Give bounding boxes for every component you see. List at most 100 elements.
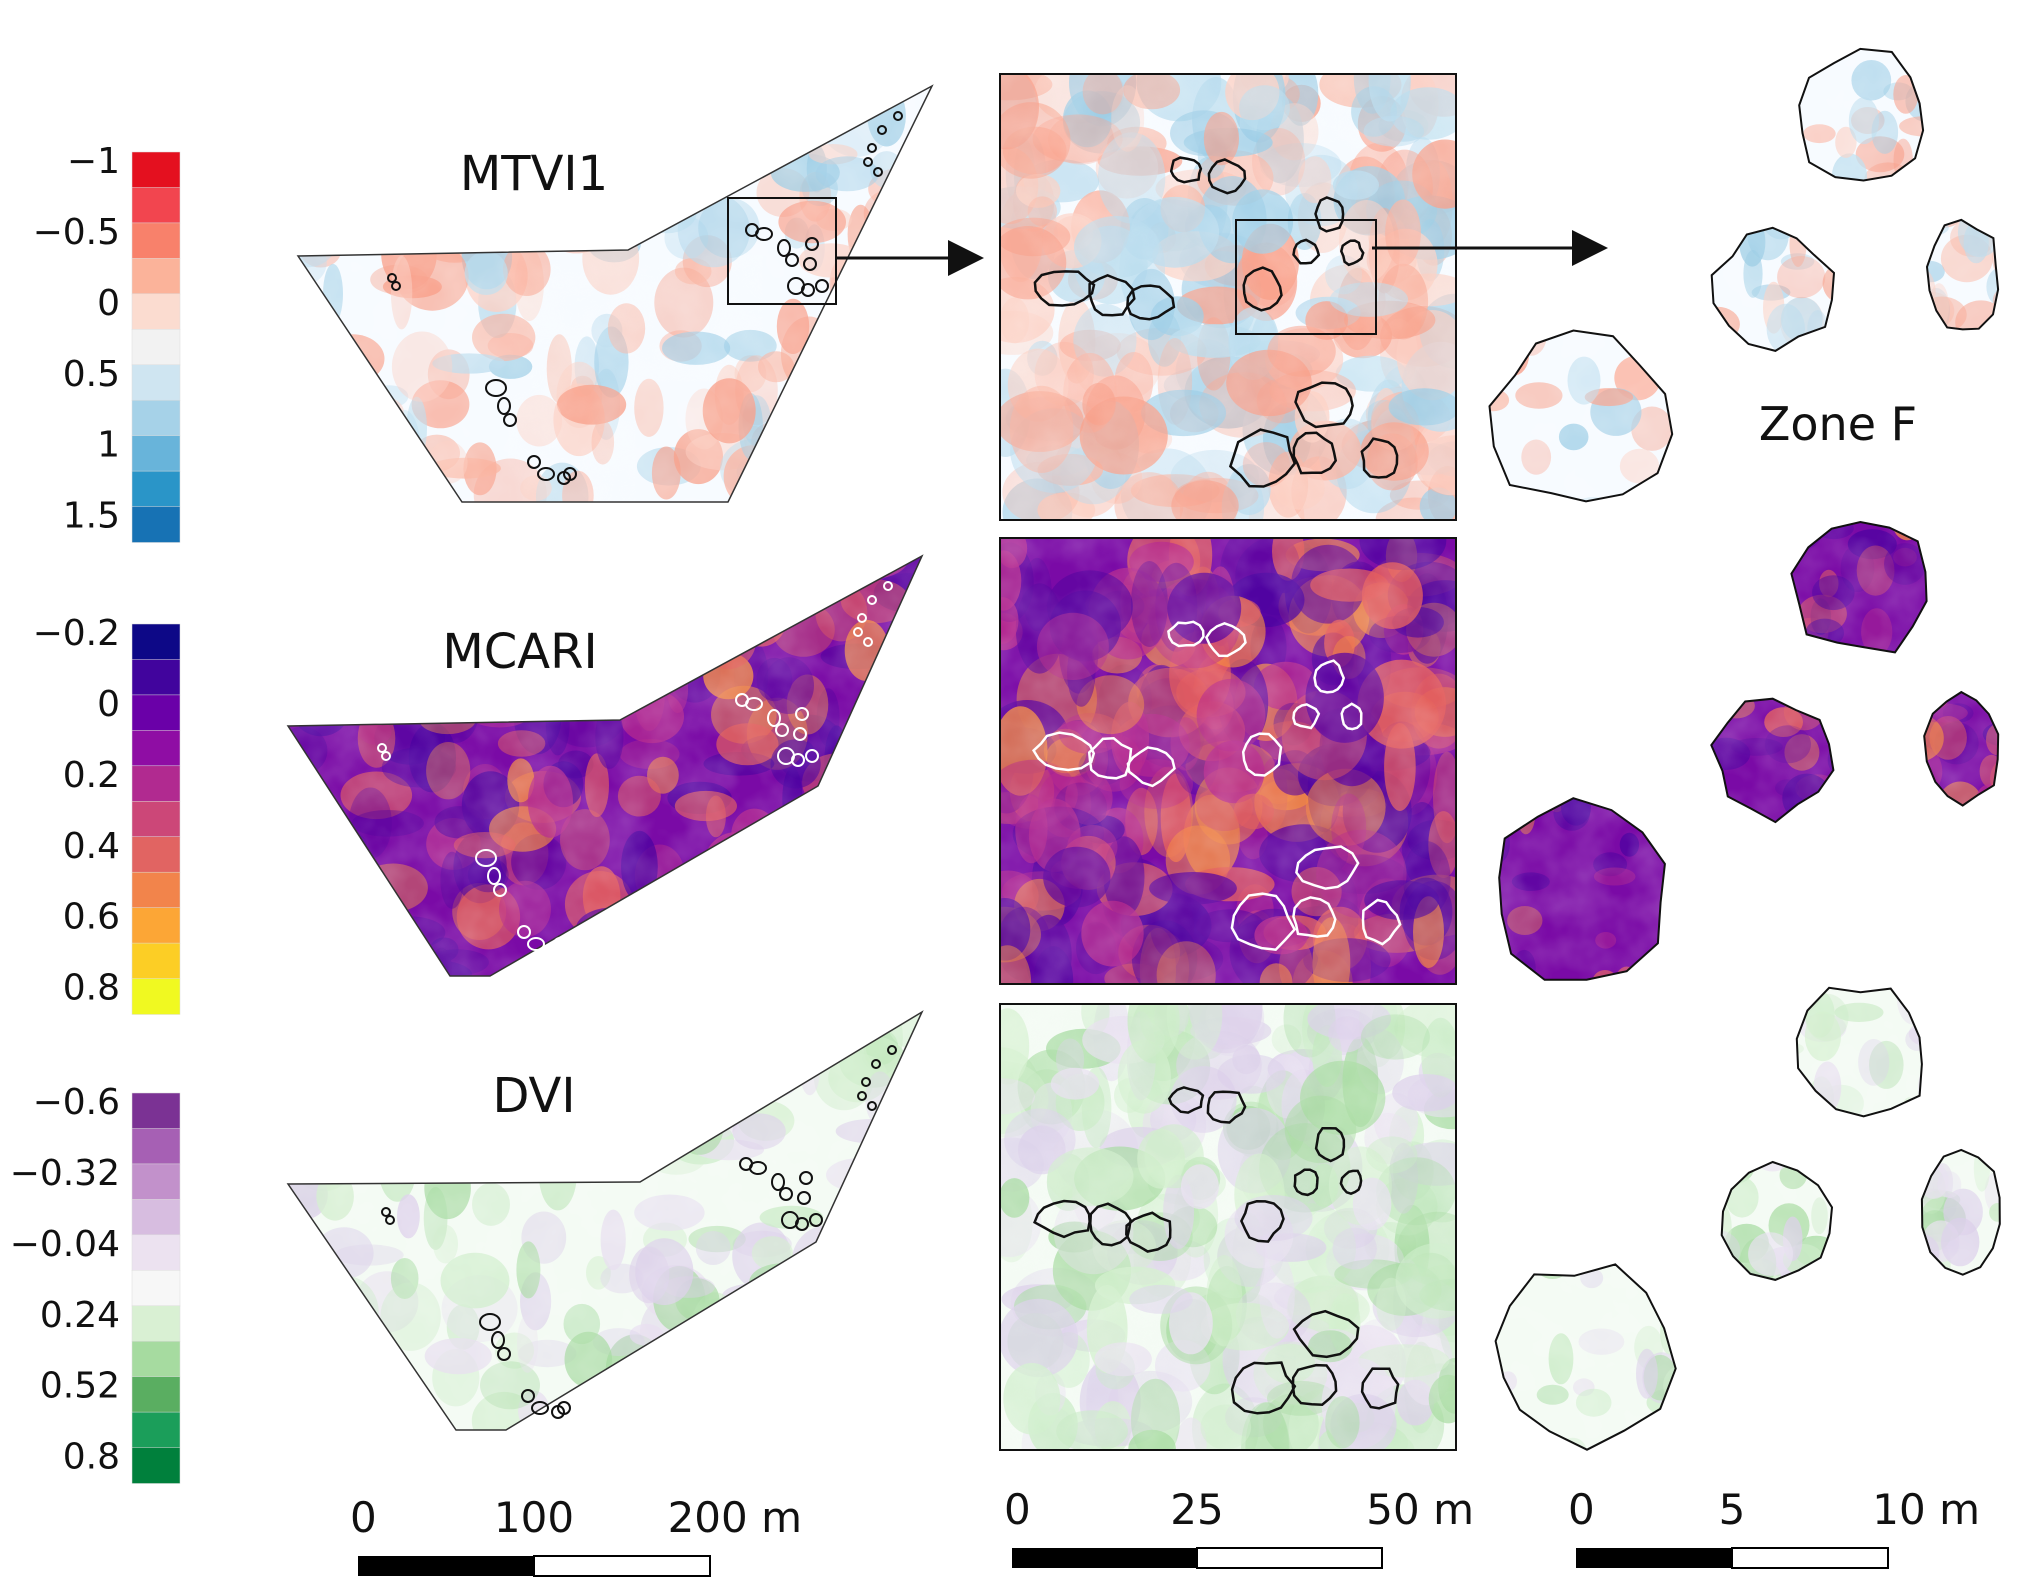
raster-patch — [1790, 482, 1840, 511]
raster-patch — [869, 416, 932, 462]
raster-field — [1000, 74, 1456, 520]
raster-patch — [373, 455, 434, 502]
raster-patch — [502, 556, 575, 590]
colorbar-swatch — [131, 836, 181, 873]
crown-blob-outline — [1798, 47, 1925, 182]
crown-outline — [797, 1191, 811, 1205]
raster-patch — [400, 556, 455, 630]
raster-patch — [781, 427, 825, 484]
scalebars: 0 100 200 m 0 25 50 m 0 5 10 m — [350, 1485, 1980, 1577]
raster-patch — [712, 917, 761, 943]
raster-patch — [1927, 246, 1929, 283]
raster-patch — [823, 881, 894, 924]
raster-patch — [662, 1391, 735, 1430]
raster-patch — [879, 1249, 922, 1291]
raster-patch — [329, 605, 353, 668]
raster-patch — [872, 776, 914, 825]
crown-outline — [1292, 1309, 1360, 1359]
raster-texture — [1499, 798, 1665, 980]
crown-outline — [793, 727, 807, 741]
zoom-map-mcari — [999, 537, 1457, 985]
raster-patch — [615, 138, 688, 170]
crown-outline — [1291, 1363, 1338, 1406]
raster-patch — [1662, 339, 1673, 391]
study-area-boundary — [286, 1010, 924, 1431]
crown-outline — [1240, 1200, 1285, 1243]
crown-outline — [1313, 659, 1346, 694]
raster-patch — [1689, 1227, 1715, 1248]
raster-patch — [289, 1094, 354, 1151]
raster-patch — [680, 103, 728, 138]
crown-outline — [1241, 732, 1283, 777]
raster-texture — [1489, 330, 1673, 502]
raster-patch — [655, 89, 687, 115]
crown-outline — [767, 709, 781, 727]
raster-patch — [717, 1019, 765, 1095]
raster-patch — [823, 1371, 860, 1430]
raster-patch — [1889, 291, 1924, 315]
raster-patch — [390, 556, 464, 568]
crown-outline — [1126, 746, 1176, 788]
crown-outline — [1339, 239, 1365, 267]
colorbar-tick-label: 0.4 — [63, 826, 120, 867]
raster-patch — [1646, 504, 1681, 541]
crown-outline — [805, 237, 819, 251]
raster-patch — [1724, 817, 1762, 823]
crown-outline — [1087, 737, 1133, 780]
raster-patch — [629, 646, 659, 698]
colorbar-swatch — [131, 187, 181, 224]
crown-outline — [1242, 266, 1283, 312]
crown-outline — [795, 1217, 809, 1231]
raster-patch — [677, 1334, 702, 1389]
crown-blob-outline — [1923, 690, 2000, 807]
crown-outline — [801, 283, 815, 297]
crown-outline — [497, 1347, 511, 1361]
crown-outline — [1167, 1086, 1205, 1114]
raster-patch — [1997, 692, 1999, 729]
raster-patch — [326, 1012, 399, 1067]
crown-outline — [873, 167, 883, 177]
raster-patch — [1796, 987, 1814, 996]
raster-patch — [866, 1317, 922, 1373]
colorbar-swatch — [131, 293, 181, 331]
colorbar-tick-label: −0.04 — [10, 1224, 120, 1265]
raster-patch — [326, 611, 379, 674]
raster-patch — [833, 1194, 905, 1229]
raster-patch — [290, 1133, 356, 1192]
raster-patch — [697, 561, 719, 607]
raster-patch — [732, 129, 780, 165]
raster-patch — [515, 1125, 580, 1169]
raster-patch — [658, 931, 724, 976]
colorbar-swatch — [131, 659, 181, 696]
raster-patch — [1827, 227, 1834, 242]
raster-patch — [1924, 692, 1934, 725]
raster-patch — [1915, 192, 1934, 222]
colorbar-tick-label: −1 — [67, 141, 120, 182]
raster-patch — [742, 1315, 810, 1369]
raster-patch — [804, 894, 848, 966]
raster-patch — [1836, 754, 1863, 797]
raster-patch — [366, 1075, 412, 1112]
crown-blob-outline — [1790, 520, 1928, 654]
raster-patch — [365, 200, 439, 244]
raster-field — [1000, 538, 1456, 984]
raster-patch — [730, 117, 752, 188]
colorbar-tick-label: 1 — [97, 425, 120, 466]
raster-patch — [1921, 1211, 1923, 1251]
raster-patch — [688, 605, 710, 632]
raster-patch — [1805, 805, 1834, 823]
raster-patch — [288, 1148, 319, 1169]
raster-patch — [309, 1123, 344, 1184]
raster-patch — [396, 189, 458, 213]
raster-patch — [1806, 649, 1850, 653]
raster-patch — [884, 832, 922, 867]
raster-patch — [1894, 735, 1916, 770]
colorbar-tick-label: 0 — [97, 283, 120, 324]
raster-patch — [868, 1323, 922, 1353]
raster-patch — [767, 1303, 821, 1372]
raster-patch — [322, 86, 356, 118]
raster-patch — [324, 1106, 372, 1143]
raster-patch — [639, 154, 678, 181]
raster-patch — [1925, 1088, 1955, 1129]
crown-outline — [805, 749, 819, 763]
